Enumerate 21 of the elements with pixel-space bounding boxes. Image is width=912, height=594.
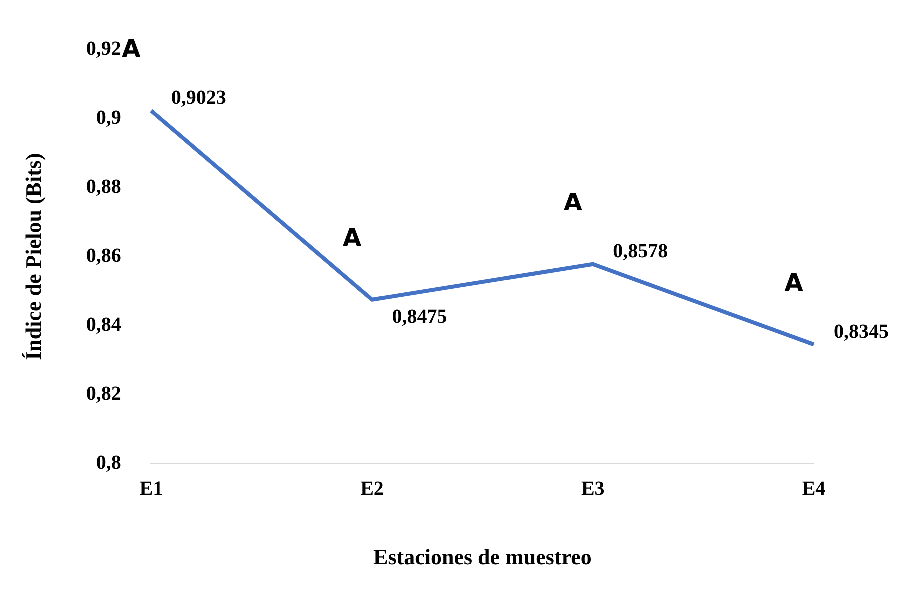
- annotation: A: [342, 224, 362, 252]
- x-axis-title: Estaciones de muestreo: [374, 544, 592, 570]
- x-tick-label: E3: [581, 478, 605, 500]
- x-tick-label: E2: [360, 478, 384, 500]
- y-tick-label: 0,88: [86, 176, 122, 198]
- x-tick-label: E1: [140, 478, 164, 500]
- y-tick-label: 0,9: [96, 107, 122, 130]
- y-axis-title: Índice de Pielou (Bits): [20, 153, 46, 360]
- data-label: 0,8345: [834, 320, 889, 343]
- data-label: 0,8578: [613, 240, 668, 263]
- y-tick-label: 0,86: [86, 244, 122, 267]
- annotation: A: [784, 268, 804, 297]
- y-tick-label: 0,92: [86, 38, 122, 60]
- data-label: 0,8475: [392, 306, 448, 328]
- y-tick-label: 0,84: [86, 314, 122, 336]
- data-label: 0,9023: [171, 87, 226, 110]
- text: A: [122, 35, 142, 64]
- x-tick-label: E4: [802, 478, 826, 500]
- y-tick-label: 0,82: [86, 382, 122, 405]
- annotation: A: [564, 188, 583, 217]
- y-tick-label: 0,8: [96, 452, 122, 474]
